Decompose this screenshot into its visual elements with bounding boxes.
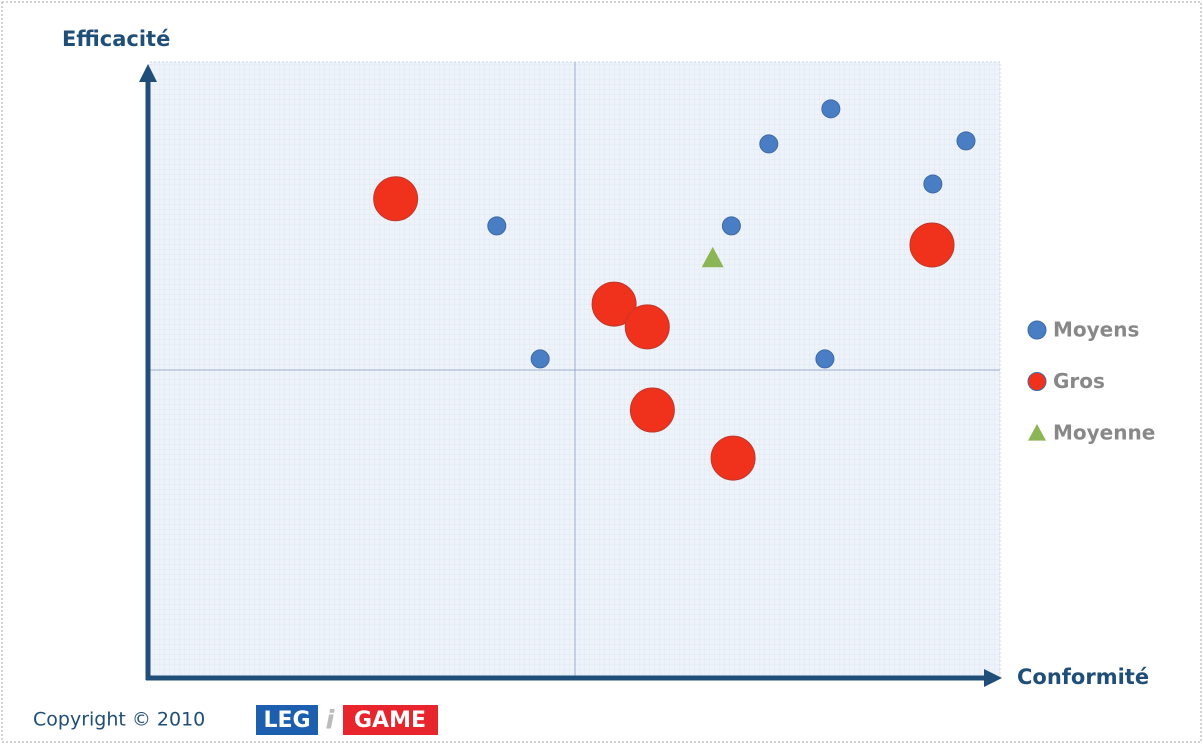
point [373,176,419,222]
point [487,216,507,236]
logo-text: GAME [354,708,426,733]
point [530,349,550,369]
axes [139,64,1002,687]
point [701,246,724,268]
legend-label: Gros [1053,369,1105,393]
point [624,304,670,350]
copyright: Copyright © 2010 [33,709,205,731]
x-arrow [984,669,1002,687]
legend-marker [1027,372,1047,391]
point [710,435,756,481]
logo: LEG i GAME [256,705,438,736]
legend-label: Moyenne [1053,421,1155,445]
logo-box [256,705,318,735]
point [956,131,976,151]
x-axis-label: Conformité [1017,665,1149,689]
point [815,349,835,369]
legend-marker [1027,320,1047,340]
legend-marker [1028,424,1046,441]
point [909,222,955,268]
legend-label: Moyens [1053,318,1139,342]
point [923,174,943,194]
point [629,387,675,433]
point [591,281,637,327]
logo-text: LEG [263,708,310,733]
y-arrow [139,64,157,82]
logo-text: i [326,706,336,736]
logo-box [343,705,438,735]
point [821,99,841,119]
point [759,134,779,154]
point [721,216,741,236]
y-axis-label: Efficacité [62,27,170,51]
